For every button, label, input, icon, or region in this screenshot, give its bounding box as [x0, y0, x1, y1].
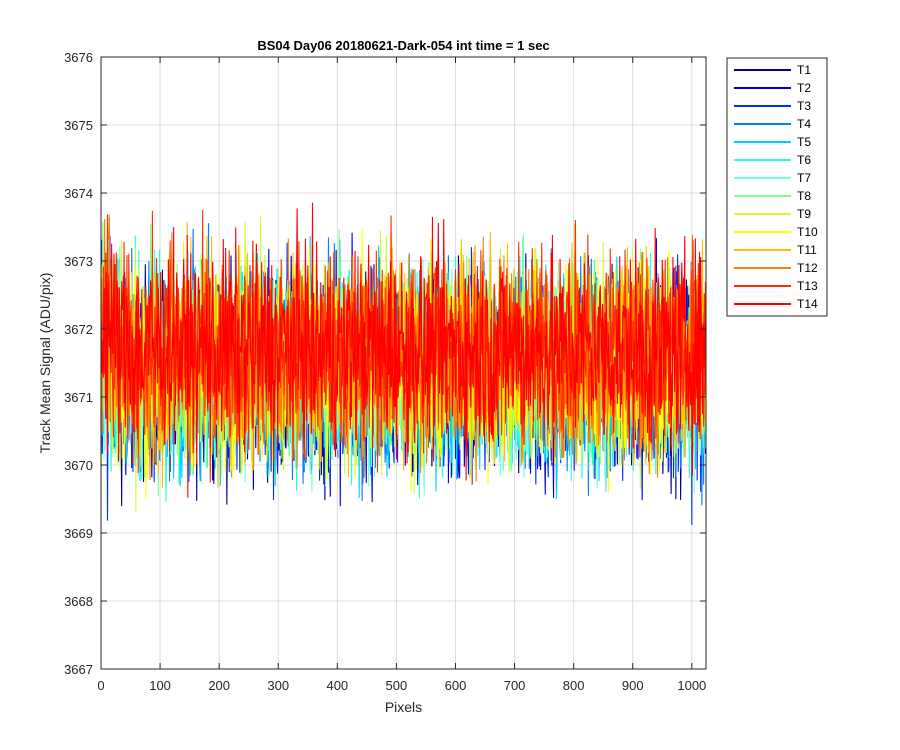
- legend-label-t1: T1: [797, 63, 811, 77]
- legend-label-t3: T3: [797, 99, 811, 113]
- legend-label-t11: T11: [797, 243, 817, 257]
- y-tick-label: 3675: [64, 118, 93, 133]
- x-tick-label: 0: [97, 678, 104, 693]
- x-tick-label: 200: [208, 678, 230, 693]
- legend: T1 T2 T3 T4 T5 T6 T7 T8 T9 T10 T11 T12 T13 T14: [726, 57, 828, 317]
- x-tick-label: 900: [622, 678, 644, 693]
- legend-label-t14: T14: [797, 297, 818, 311]
- y-tick-label: 3668: [64, 594, 93, 609]
- y-tick-label: 3672: [64, 322, 93, 337]
- legend-label-t10: T10: [797, 225, 818, 239]
- x-tick-label: 800: [563, 678, 585, 693]
- legend-label-t12: T12: [797, 261, 818, 275]
- legend-label-t8: T8: [797, 189, 811, 203]
- y-tick-label: 3669: [64, 526, 93, 541]
- y-axis-label: Track Mean Signal (ADU/pix): [37, 273, 53, 454]
- legend-label-t7: T7: [797, 171, 811, 185]
- x-tick-label: 500: [386, 678, 408, 693]
- legend-label-t4: T4: [797, 117, 811, 131]
- y-tick-label: 3670: [64, 458, 93, 473]
- x-tick-label: 1000: [677, 678, 706, 693]
- x-tick-label: 300: [267, 678, 289, 693]
- legend-label-t6: T6: [797, 153, 811, 167]
- legend-box: [726, 57, 828, 317]
- x-tick-label: 600: [445, 678, 467, 693]
- x-axis-label: Pixels: [385, 699, 422, 715]
- legend-label-t9: T9: [797, 207, 811, 221]
- plot-frame: [100, 56, 707, 670]
- y-tick-label: 3674: [64, 186, 93, 201]
- chart-title: BS04 Day06 20180621-Dark-054 int time = …: [257, 38, 549, 53]
- y-tick-label: 3667: [64, 662, 93, 677]
- x-tick-label: 400: [326, 678, 348, 693]
- legend-label-t13: T13: [797, 279, 818, 293]
- legend-label-t5: T5: [797, 135, 811, 149]
- x-tick-label: 700: [504, 678, 526, 693]
- x-tick-label: 100: [149, 678, 171, 693]
- y-tick-label: 3676: [64, 50, 93, 65]
- axis-ticks: 0 100 200 300 400 500 600 700 800 900 1000 3667 3668…: [64, 50, 706, 693]
- series-line-t14: [100, 202, 706, 498]
- y-tick-label: 3673: [64, 254, 93, 269]
- y-tick-label: 3671: [64, 390, 93, 405]
- series-lines: [100, 202, 706, 525]
- legend-label-t2: T2: [797, 81, 811, 95]
